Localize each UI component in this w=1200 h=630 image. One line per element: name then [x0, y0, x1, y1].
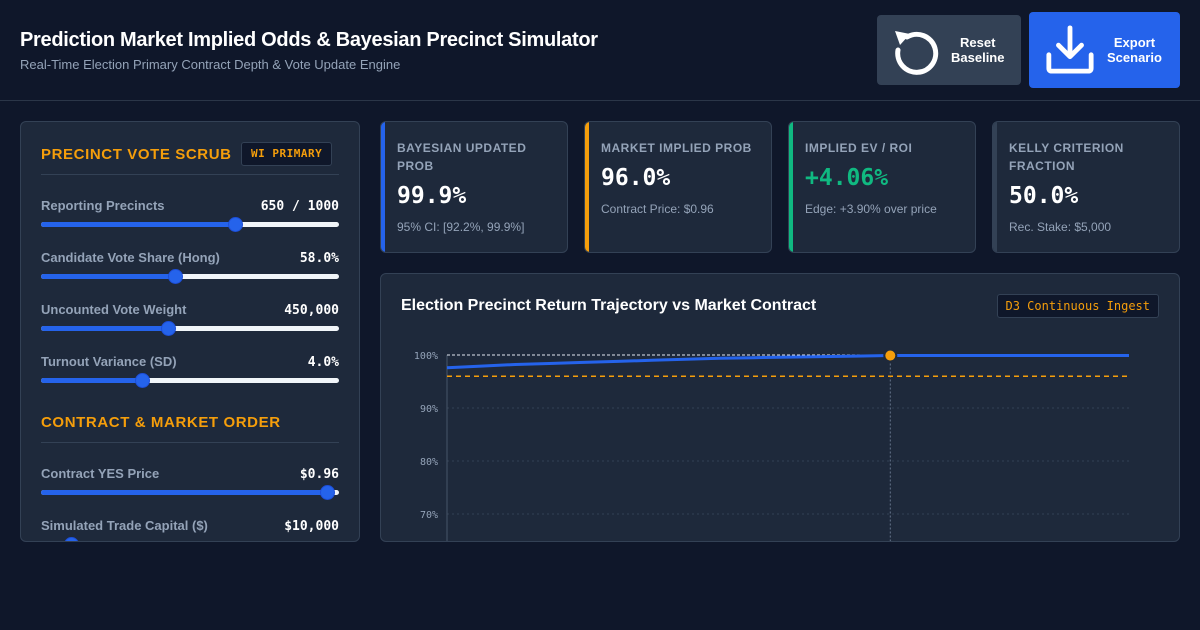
slider-fill	[41, 490, 328, 495]
page-title: Prediction Market Implied Odds & Bayesia…	[20, 29, 598, 51]
slider-label: Turnout Variance (SD)	[41, 354, 177, 369]
download-icon	[1045, 25, 1095, 75]
kpi-subtext: Edge: +3.90% over price	[805, 202, 937, 216]
contract-price-slider[interactable]: Contract YES Price $0.96	[41, 466, 339, 506]
export-button-label: Export Scenario	[1107, 35, 1162, 65]
slider-fill	[41, 378, 143, 383]
kpi-value: 96.0%	[601, 165, 671, 191]
page-subtitle: Real-Time Election Primary Contract Dept…	[20, 57, 401, 72]
kpi-accent-bar	[381, 122, 385, 252]
kpi-value: +4.06%	[805, 165, 889, 191]
kpi-value: 50.0%	[1009, 183, 1079, 209]
kpi-subtext: Contract Price: $0.96	[601, 202, 714, 216]
reset-icon	[891, 25, 941, 75]
slider-label: Contract YES Price	[41, 466, 160, 481]
slider-label: Candidate Vote Share (Hong)	[41, 250, 220, 265]
chart-title: Election Precinct Return Trajectory vs M…	[401, 297, 817, 314]
contract-market-title: CONTRACT & MARKET ORDER	[41, 414, 281, 431]
state-tag: WI PRIMARY	[241, 142, 333, 166]
kpi-kelly-fraction: KELLY CRITERION FRACTION 50.0% Rec. Stak…	[992, 121, 1180, 253]
slider-label: Simulated Trade Capital ($)	[41, 518, 208, 533]
y-tick-label: 100%	[414, 351, 438, 362]
kpi-subtext: Rec. Stake: $5,000	[1009, 220, 1112, 234]
slider-thumb[interactable]	[63, 537, 79, 541]
section-divider	[41, 442, 339, 443]
control-panel: PRECINCT VOTE SCRUB WI PRIMARY Reporting…	[20, 121, 360, 542]
bayesian-trajectory-line	[446, 354, 1129, 370]
export-scenario-button[interactable]: Export Scenario	[1029, 12, 1180, 88]
slider-thumb[interactable]	[227, 217, 243, 232]
y-tick-label: 90%	[420, 404, 438, 415]
slider-fill	[41, 274, 176, 279]
slider-fill	[41, 222, 235, 227]
ingest-tag: D3 Continuous Ingest	[996, 294, 1159, 318]
slider-value: 450,000	[284, 303, 339, 318]
slider-value: 58.0%	[299, 251, 339, 266]
slider-value: $0.96	[299, 467, 339, 482]
y-tick-label: 70%	[420, 510, 438, 521]
precinct-scrub-title: PRECINCT VOTE SCRUB	[41, 146, 232, 163]
slider-track[interactable]	[41, 373, 339, 388]
reporting-precincts-slider[interactable]: Reporting Precincts 650 / 1000	[41, 198, 339, 238]
slider-track[interactable]	[41, 485, 339, 500]
slider-fill	[41, 326, 168, 331]
current-precinct-marker	[883, 348, 898, 363]
kpi-subtext: 95% CI: [92.2%, 99.9%]	[397, 220, 525, 234]
uncounted-vote-weight-slider[interactable]: Uncounted Vote Weight 450,000	[41, 302, 339, 342]
kpi-accent-bar	[993, 122, 997, 252]
slider-label: Reporting Precincts	[41, 198, 165, 213]
reset-button-label: Reset Baseline	[951, 35, 1005, 65]
kpi-bayesian-prob: BAYESIAN UPDATED PROB 99.9% 95% CI: [92.…	[380, 121, 568, 253]
trajectory-chart-card: 100% 90% 80% 70% Election Precinct Return T…	[380, 273, 1180, 542]
kpi-value: 99.9%	[397, 183, 467, 209]
app-header: Prediction Market Implied Odds & Bayesia…	[0, 0, 1200, 101]
slider-thumb[interactable]	[160, 321, 176, 336]
slider-thumb[interactable]	[135, 373, 151, 388]
y-tick-label: 80%	[420, 457, 438, 468]
kpi-market-prob: MARKET IMPLIED PROB 96.0% Contract Price…	[584, 121, 772, 253]
slider-track[interactable]	[41, 269, 339, 284]
section-divider	[41, 174, 339, 175]
trade-capital-slider[interactable]: Simulated Trade Capital ($) $10,000	[41, 518, 339, 541]
reset-baseline-button[interactable]: Reset Baseline	[877, 15, 1021, 85]
slider-value: 650 / 1000	[260, 199, 339, 214]
kpi-label: MARKET IMPLIED PROB	[601, 141, 752, 155]
slider-label: Uncounted Vote Weight	[41, 302, 187, 317]
kpi-accent-bar	[789, 122, 793, 252]
slider-value: $10,000	[284, 519, 339, 534]
slider-track[interactable]	[41, 217, 339, 232]
trajectory-chart[interactable]: 100% 90% 80% 70%	[381, 274, 1180, 542]
kpi-label: KELLY CRITERION FRACTION	[1009, 141, 1124, 173]
kpi-implied-ev: IMPLIED EV / ROI +4.06% Edge: +3.90% ove…	[788, 121, 976, 253]
kpi-label: IMPLIED EV / ROI	[805, 141, 913, 155]
kpi-accent-bar	[585, 122, 589, 252]
slider-track[interactable]	[41, 321, 339, 336]
vote-share-slider[interactable]: Candidate Vote Share (Hong) 58.0%	[41, 250, 339, 290]
slider-thumb[interactable]	[168, 269, 184, 284]
slider-value: 4.0%	[307, 355, 339, 370]
turnout-variance-slider[interactable]: Turnout Variance (SD) 4.0%	[41, 354, 339, 394]
kpi-label: BAYESIAN UPDATED PROB	[397, 141, 527, 173]
slider-thumb[interactable]	[320, 485, 336, 500]
